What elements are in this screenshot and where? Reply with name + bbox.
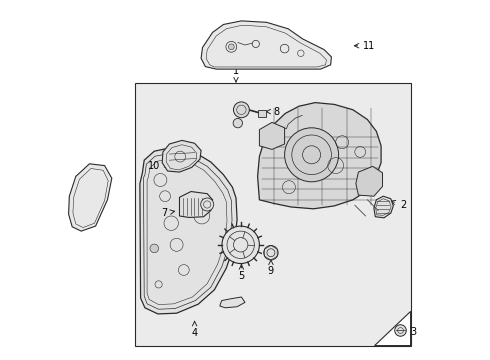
Polygon shape: [374, 311, 411, 346]
Circle shape: [233, 102, 249, 118]
Polygon shape: [179, 192, 213, 217]
Circle shape: [150, 244, 159, 253]
Circle shape: [228, 44, 234, 50]
Text: 8: 8: [266, 107, 279, 117]
Polygon shape: [201, 21, 331, 69]
Circle shape: [264, 246, 278, 260]
Polygon shape: [69, 164, 112, 231]
Polygon shape: [259, 122, 285, 149]
Text: 10: 10: [148, 161, 169, 171]
Circle shape: [233, 118, 243, 128]
Text: 1: 1: [233, 66, 239, 82]
Text: 9: 9: [268, 260, 274, 276]
Text: 11: 11: [354, 41, 375, 51]
Text: 2: 2: [391, 200, 406, 210]
Text: 5: 5: [238, 265, 245, 281]
Text: 3: 3: [402, 327, 416, 337]
Circle shape: [201, 198, 214, 211]
Polygon shape: [220, 297, 245, 308]
Polygon shape: [140, 148, 237, 314]
Bar: [135, 83, 411, 346]
Circle shape: [285, 128, 339, 182]
Polygon shape: [258, 110, 266, 117]
Text: 4: 4: [192, 321, 197, 338]
Text: 6: 6: [72, 186, 83, 197]
Polygon shape: [356, 166, 383, 196]
Polygon shape: [265, 115, 303, 139]
Text: 7: 7: [161, 208, 174, 218]
Circle shape: [395, 325, 406, 336]
Polygon shape: [374, 196, 393, 218]
Polygon shape: [258, 103, 381, 209]
Circle shape: [222, 226, 259, 264]
Polygon shape: [162, 140, 201, 172]
